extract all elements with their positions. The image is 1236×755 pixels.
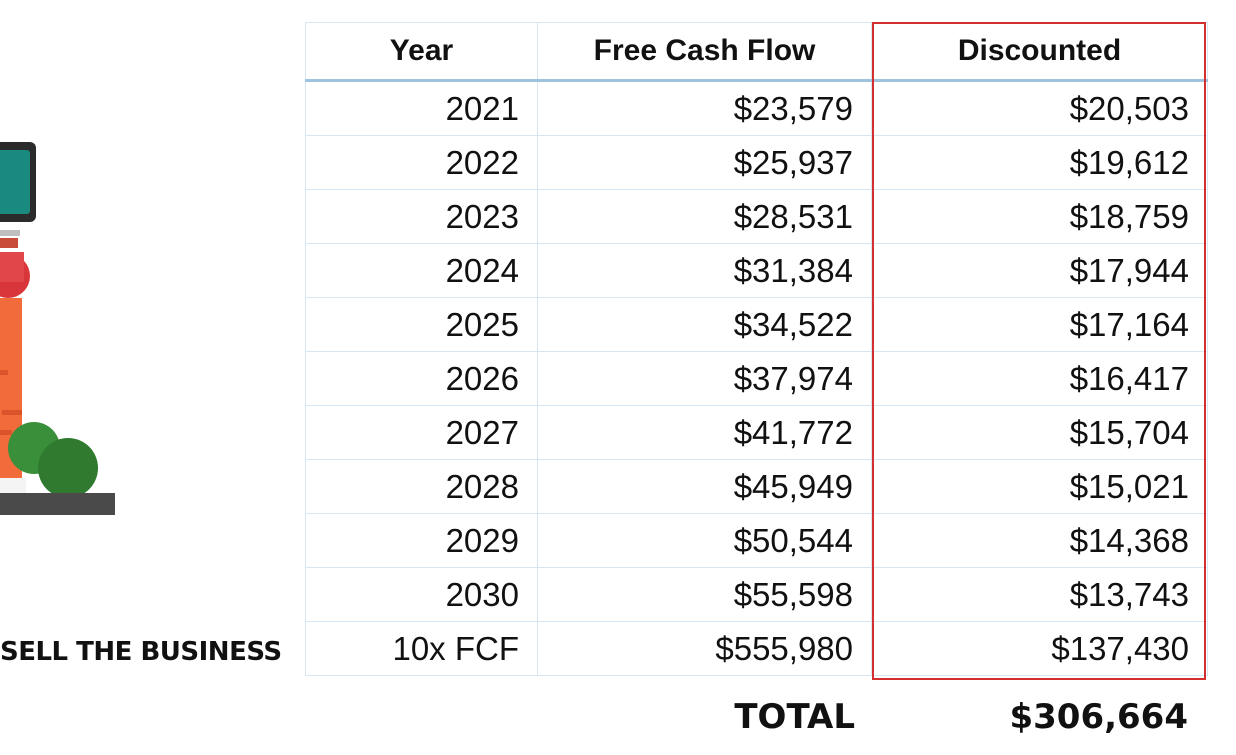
table-row: 2024 $31,384 $17,944 (305, 243, 1208, 298)
discounted-cell: $16,417 (871, 351, 1208, 406)
free-cash-flow-cell: $50,544 (537, 513, 872, 568)
free-cash-flow-cell: $41,772 (537, 405, 872, 460)
table-header-row: Year Free Cash Flow Discounted (305, 22, 1208, 82)
free-cash-flow-cell: $31,384 (537, 243, 872, 298)
free-cash-flow-cell: $34,522 (537, 297, 872, 352)
year-cell: 2026 (305, 351, 538, 406)
column-header-discounted: Discounted (871, 22, 1208, 82)
discounted-cell: $14,368 (871, 513, 1208, 568)
free-cash-flow-cell: $555,980 (537, 621, 872, 676)
year-cell: 2024 (305, 243, 538, 298)
table-row: 2029 $50,544 $14,368 (305, 513, 1208, 568)
table-row: 2026 $37,974 $16,417 (305, 351, 1208, 406)
business-building-icon (0, 142, 115, 515)
table-row: 2030 $55,598 $13,743 (305, 567, 1208, 622)
sell-the-business-caption: SELL THE BUSINESS (0, 637, 282, 667)
discounted-cell: $15,021 (871, 459, 1208, 514)
column-header-free-cash-flow: Free Cash Flow (537, 22, 872, 82)
table-row-terminal-value: 10x FCF $555,980 $137,430 (305, 621, 1208, 676)
free-cash-flow-cell: $45,949 (537, 459, 872, 514)
year-cell: 2028 (305, 459, 538, 514)
table-row: 2023 $28,531 $18,759 (305, 189, 1208, 244)
free-cash-flow-cell: $23,579 (537, 80, 872, 136)
discounted-cell: $20,503 (871, 80, 1208, 136)
year-cell: 10x FCF (305, 621, 538, 676)
free-cash-flow-cell: $28,531 (537, 189, 872, 244)
free-cash-flow-cell: $55,598 (537, 567, 872, 622)
table-row: 2028 $45,949 $15,021 (305, 459, 1208, 514)
table-row: 2021 $23,579 $20,503 (305, 80, 1208, 136)
year-cell: 2027 (305, 405, 538, 460)
year-cell: 2023 (305, 189, 538, 244)
year-cell: 2022 (305, 135, 538, 190)
table-row: 2025 $34,522 $17,164 (305, 297, 1208, 352)
discounted-cell: $17,164 (871, 297, 1208, 352)
free-cash-flow-cell: $37,974 (537, 351, 872, 406)
discounted-cell: $18,759 (871, 189, 1208, 244)
dcf-table: Year Free Cash Flow Discounted 2021 $23,… (305, 22, 1208, 676)
discounted-cell: $17,944 (871, 243, 1208, 298)
total-value: $306,664 (1009, 697, 1188, 737)
year-cell: 2025 (305, 297, 538, 352)
table-row: 2022 $25,937 $19,612 (305, 135, 1208, 190)
discounted-cell: $13,743 (871, 567, 1208, 622)
table-row: 2027 $41,772 $15,704 (305, 405, 1208, 460)
discounted-cell: $137,430 (871, 621, 1208, 676)
total-label: TOTAL (734, 697, 855, 737)
discounted-cell: $15,704 (871, 405, 1208, 460)
discounted-cell: $19,612 (871, 135, 1208, 190)
year-cell: 2021 (305, 80, 538, 136)
column-header-year: Year (305, 22, 538, 82)
free-cash-flow-cell: $25,937 (537, 135, 872, 190)
year-cell: 2029 (305, 513, 538, 568)
year-cell: 2030 (305, 567, 538, 622)
